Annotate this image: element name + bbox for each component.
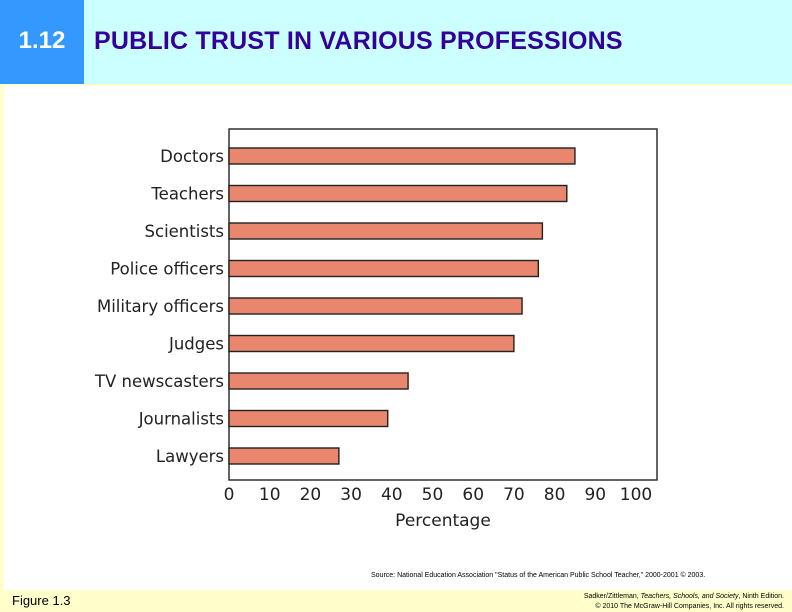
bar-police-officers xyxy=(228,259,540,278)
category-label: TV newscasters xyxy=(94,372,224,391)
bar-lawyers xyxy=(228,447,340,465)
x-tick-label: 50 xyxy=(422,485,444,505)
x-tick-label: 40 xyxy=(381,485,403,505)
x-tick-label: 90 xyxy=(584,485,606,505)
category-label: Doctors xyxy=(160,147,224,166)
publisher-credits: Sadker/Zittleman, Teachers, Schools, and… xyxy=(584,592,784,612)
credit-line-1: Sadker/Zittleman, Teachers, Schools, and… xyxy=(584,592,784,602)
figure-label: Figure 1.3 xyxy=(12,593,71,608)
bar-military-officers xyxy=(228,297,523,315)
category-label: Lawyers xyxy=(156,447,224,466)
header-band: 1.12 PUBLIC TRUST IN VARIOUS PROFESSIONS xyxy=(0,0,792,84)
category-label: Scientists xyxy=(145,222,224,241)
credit-edition: , Ninth Edition. xyxy=(738,593,784,600)
section-number: 1.12 xyxy=(18,27,66,54)
x-tick-label: 30 xyxy=(340,485,362,505)
bar-chart: Doctors Teachers Scientists Police officers… xyxy=(94,128,658,531)
x-tick-label: 80 xyxy=(544,485,566,505)
x-tick-label: 10 xyxy=(259,485,281,505)
bar-judges xyxy=(228,334,515,353)
x-tick-label: 0 xyxy=(224,485,235,505)
bar-doctors xyxy=(228,147,576,165)
credit-line-2: © 2010 The McGraw-Hill Companies, Inc. A… xyxy=(595,603,784,610)
x-tick-label: 60 xyxy=(462,485,484,505)
page-title: PUBLIC TRUST IN VARIOUS PROFESSIONS xyxy=(94,27,623,55)
bar-teachers xyxy=(228,184,568,203)
category-label: Military officers xyxy=(97,297,224,316)
x-tick-label: 20 xyxy=(300,485,322,505)
source-note: Source: National Education Association "… xyxy=(371,572,706,579)
bar-scientists xyxy=(228,222,544,240)
x-tick-label: 100 xyxy=(620,485,652,505)
x-axis-label: Percentage xyxy=(395,511,491,531)
x-tick-label: 70 xyxy=(503,485,525,505)
credit-authors: Sadker/Zittleman, xyxy=(583,593,641,600)
category-label: Journalists xyxy=(138,410,224,429)
category-label: Teachers xyxy=(150,185,224,204)
category-label: Judges xyxy=(168,335,224,354)
bar-journalists xyxy=(228,409,389,428)
credit-book-title: Teachers, Schools, and Society xyxy=(640,593,739,600)
section-number-box: 1.12 xyxy=(0,0,84,84)
bar-tv-newscasters xyxy=(228,372,409,390)
category-label: Police officers xyxy=(110,260,224,279)
